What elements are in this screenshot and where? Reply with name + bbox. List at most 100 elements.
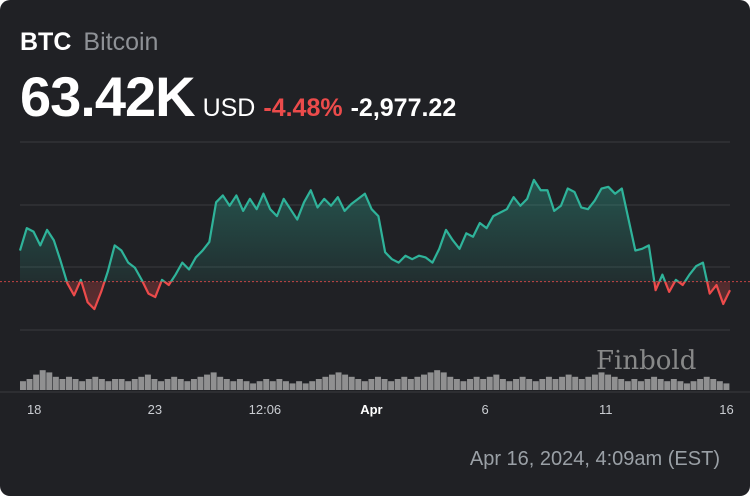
price-currency: USD (202, 94, 256, 122)
volume-bar (171, 376, 178, 390)
volume-bar (644, 379, 651, 390)
volume-bar (598, 372, 605, 390)
volume-bar (716, 381, 723, 390)
volume-bar (328, 374, 335, 390)
volume-bar (637, 381, 644, 390)
volume-bar (66, 376, 72, 390)
volume-bar (190, 379, 197, 390)
volume-bar (605, 374, 612, 390)
volume-bar (519, 376, 526, 390)
volume-bar (381, 379, 388, 390)
volume-bar (401, 376, 408, 390)
volume-bar (26, 379, 33, 390)
volume-bar (447, 376, 454, 390)
current-price: 63.42K (20, 65, 196, 128)
x-tick-label: 11 (599, 402, 613, 417)
volume-bar (506, 381, 513, 390)
x-tick-label: 18 (27, 402, 41, 417)
volume-bar (545, 376, 552, 390)
x-tick-label: 23 (148, 402, 162, 417)
volume-bar (52, 376, 59, 390)
timestamp: Apr 16, 2024, 4:09am (EST) (469, 448, 720, 470)
volume-bar (197, 376, 204, 390)
x-tick-label: 16 (719, 402, 733, 417)
volume-bar (670, 379, 677, 390)
volume-bar (677, 381, 684, 390)
volume-bar (309, 381, 316, 390)
change-absolute: -2,977.22 (350, 94, 457, 122)
volume-bar (552, 379, 559, 390)
volume-bar (151, 379, 158, 390)
volume-bar (486, 376, 493, 390)
volume-bar (236, 379, 243, 390)
volume-bar (440, 372, 447, 390)
volume-bar (559, 376, 566, 390)
volume-bar (657, 379, 664, 390)
volume-bar (388, 381, 395, 390)
volume-bar (467, 379, 474, 390)
volume-bar (421, 374, 427, 390)
x-tick-label: 12:06 (249, 402, 282, 417)
volume-bar (414, 376, 421, 390)
volume-bar (526, 379, 533, 390)
volume-bar (158, 381, 165, 390)
volume-bar (361, 381, 368, 390)
asset-symbol: BTC (20, 28, 72, 56)
volume-bar (342, 374, 349, 390)
volume-bar (20, 381, 26, 390)
volume-bar (112, 379, 119, 390)
volume-bar (434, 370, 441, 390)
volume-bar (79, 381, 86, 390)
volume-bar (46, 372, 53, 390)
volume-bar (204, 374, 211, 390)
price-row: 63.42K USD -4.48% -2,977.22 (20, 64, 456, 129)
volume-bar (664, 381, 671, 390)
volume-bar (493, 374, 500, 390)
x-tick-label: 6 (481, 402, 488, 417)
volume-bar (289, 383, 296, 390)
volume-bar (144, 374, 151, 390)
volume-bar (631, 379, 638, 390)
volume-bar (243, 381, 250, 390)
volume-bar (499, 379, 506, 390)
change-percent: -4.48% (263, 94, 343, 122)
volume-bar (296, 381, 303, 390)
x-axis-ticks: 18 23 12:06 Apr 6 11 16 (27, 402, 734, 417)
volume-bar (572, 376, 579, 390)
volume-bar (256, 381, 263, 390)
volume-bar (72, 379, 79, 390)
volume-bar (578, 379, 585, 390)
area-fill-up (20, 179, 708, 282)
price-line-up (18, 178, 709, 282)
volume-bar (723, 383, 730, 390)
volume-bar (269, 381, 276, 390)
volume-bar (539, 379, 546, 390)
volume-bar (210, 372, 217, 390)
volume-bar (565, 374, 572, 390)
volume-bar (591, 374, 598, 390)
volume-bar (276, 379, 283, 390)
ticker-row: BTC Bitcoin (20, 28, 158, 57)
volume-bar (697, 379, 704, 390)
volume-bar (315, 379, 322, 390)
volume-bar (98, 379, 105, 390)
volume-bar (624, 381, 631, 390)
x-tick-label: Apr (360, 402, 382, 417)
volume-bar (683, 383, 690, 390)
volume-bar (651, 376, 658, 390)
watermark-logo: Finbold (596, 346, 697, 376)
volume-bar (302, 383, 309, 390)
volume-bar (335, 372, 342, 390)
volume-bar (368, 379, 375, 390)
volume-bar (355, 379, 362, 390)
volume-bar (585, 376, 592, 390)
volume-bar (250, 383, 257, 390)
volume-bar (105, 381, 112, 390)
volume-bar (131, 379, 138, 390)
volume-bar (532, 381, 539, 390)
volume-bar (611, 376, 618, 390)
volume-bar (177, 379, 184, 390)
area-fill-down (20, 281, 730, 310)
volume-bar (125, 381, 132, 390)
